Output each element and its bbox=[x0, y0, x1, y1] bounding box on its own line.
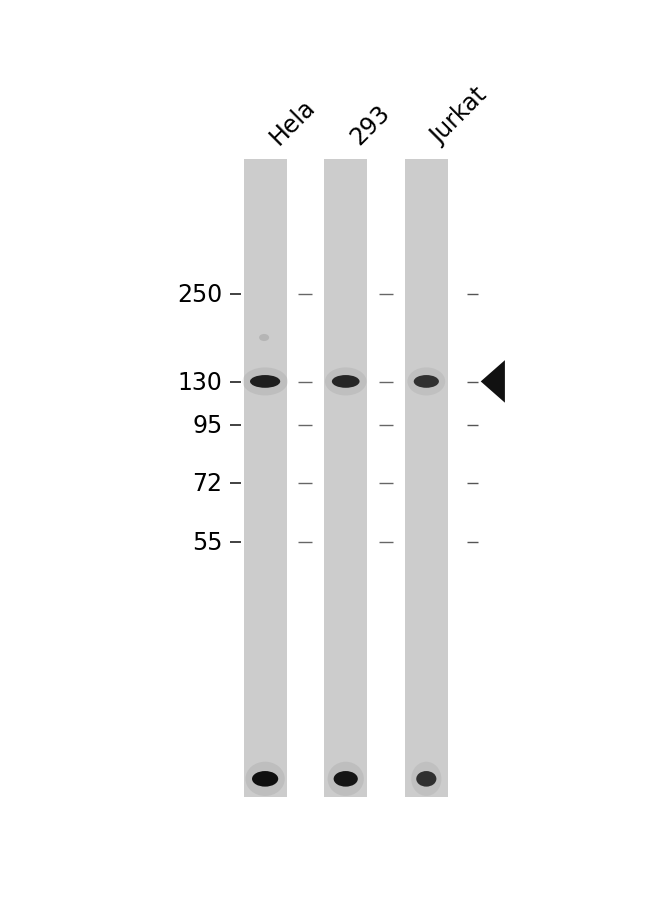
Text: 130: 130 bbox=[177, 370, 222, 394]
Text: Jurkat: Jurkat bbox=[426, 84, 492, 149]
Text: 95: 95 bbox=[192, 414, 222, 437]
Ellipse shape bbox=[413, 376, 439, 389]
Ellipse shape bbox=[416, 771, 436, 787]
Ellipse shape bbox=[242, 368, 288, 396]
Ellipse shape bbox=[259, 335, 269, 342]
Ellipse shape bbox=[328, 762, 364, 796]
Ellipse shape bbox=[408, 368, 445, 396]
Text: Hela: Hela bbox=[265, 95, 320, 149]
Text: 293: 293 bbox=[346, 100, 395, 149]
Ellipse shape bbox=[252, 771, 278, 787]
Ellipse shape bbox=[246, 762, 285, 796]
Ellipse shape bbox=[411, 762, 441, 796]
Bar bbox=[244, 160, 287, 797]
Ellipse shape bbox=[250, 376, 280, 389]
Ellipse shape bbox=[333, 771, 358, 787]
Text: 72: 72 bbox=[192, 471, 222, 495]
Text: 250: 250 bbox=[177, 282, 222, 306]
Bar bbox=[324, 160, 367, 797]
Polygon shape bbox=[481, 361, 505, 403]
Ellipse shape bbox=[332, 376, 359, 389]
Text: 55: 55 bbox=[192, 530, 222, 554]
Bar bbox=[405, 160, 448, 797]
Ellipse shape bbox=[325, 368, 367, 396]
